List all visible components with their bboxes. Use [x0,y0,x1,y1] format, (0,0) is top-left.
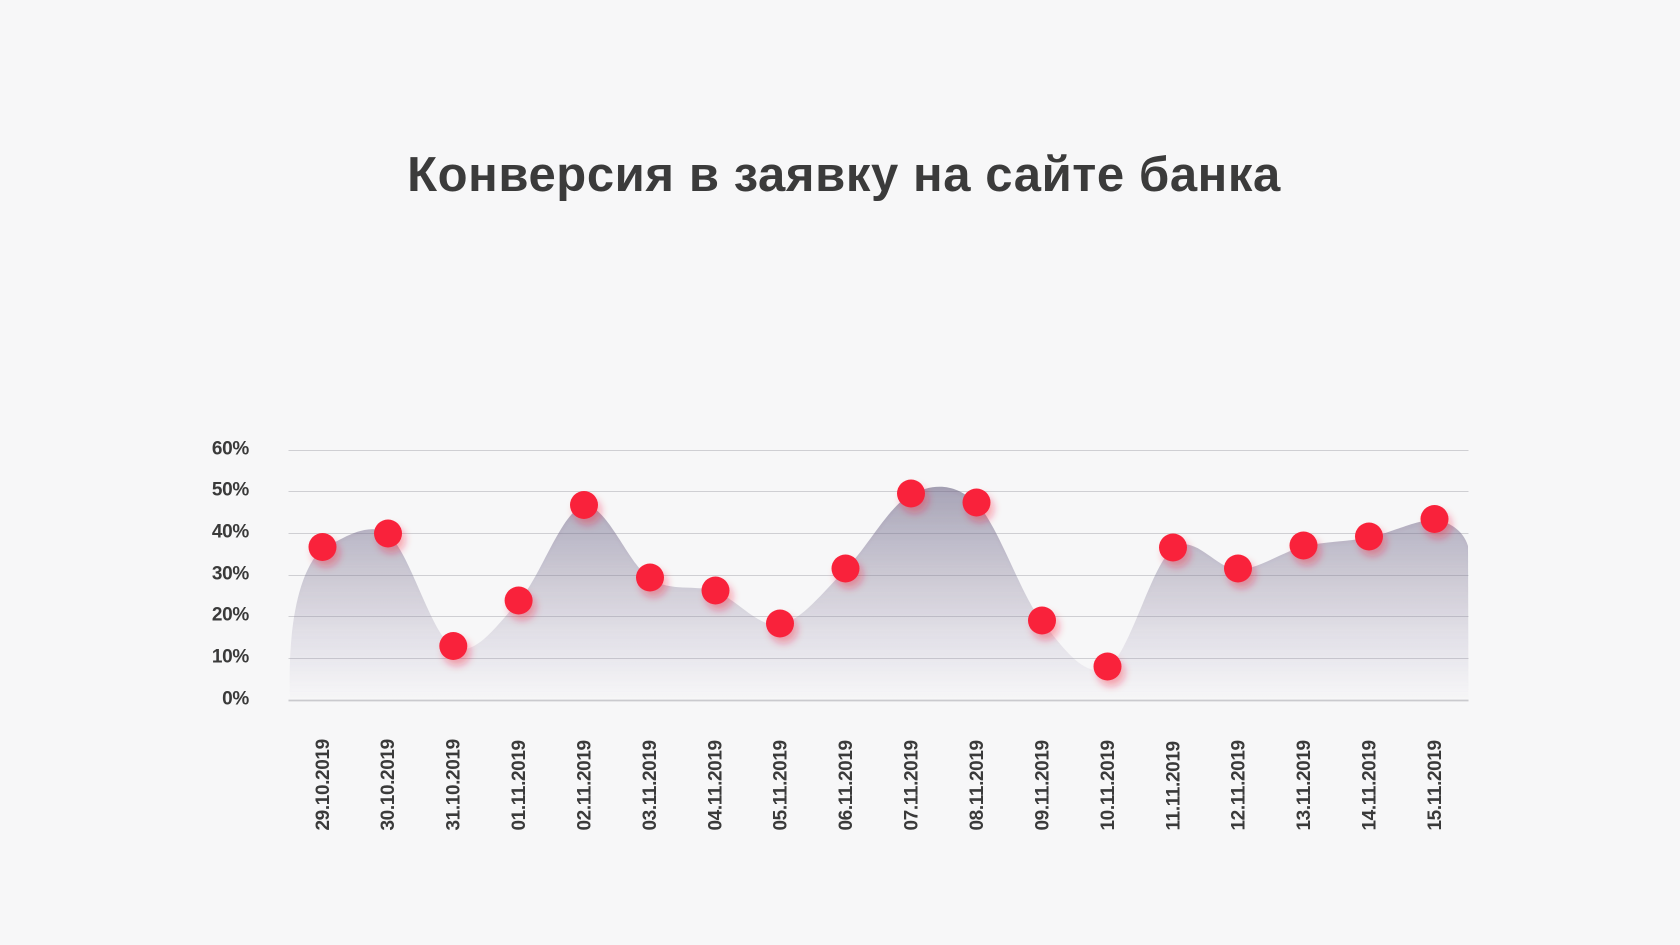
svg-text:30.10.2019: 30.10.2019 [378,739,399,830]
svg-text:02.11.2019: 02.11.2019 [575,740,596,830]
svg-text:07.11.2019: 07.11.2019 [902,740,923,830]
svg-text:05.11.2019: 05.11.2019 [771,740,792,830]
svg-text:29.10.2019: 29.10.2019 [313,739,334,830]
svg-text:10%: 10% [212,646,250,667]
svg-text:10.11.2019: 10.11.2019 [1098,740,1119,830]
svg-text:09.11.2019: 09.11.2019 [1032,740,1053,830]
svg-text:04.11.2019: 04.11.2019 [705,740,726,830]
svg-text:03.11.2019: 03.11.2019 [640,740,661,830]
svg-text:0%: 0% [222,688,249,709]
svg-text:06.11.2019: 06.11.2019 [836,740,857,830]
svg-text:12.11.2019: 12.11.2019 [1229,740,1250,830]
svg-text:14.11.2019: 14.11.2019 [1360,740,1381,830]
svg-text:50%: 50% [212,479,250,500]
svg-text:60%: 60% [212,438,250,459]
svg-text:40%: 40% [212,521,250,542]
svg-text:30%: 30% [212,563,250,584]
svg-text:31.10.2019: 31.10.2019 [444,739,465,830]
svg-text:08.11.2019: 08.11.2019 [967,740,988,830]
svg-text:Конверсия в заявку на сайте ба: Конверсия в заявку на сайте банка [407,148,1281,202]
svg-text:13.11.2019: 13.11.2019 [1294,740,1315,830]
svg-text:11.11.2019: 11.11.2019 [1163,741,1184,830]
svg-text:20%: 20% [212,604,250,625]
svg-text:01.11.2019: 01.11.2019 [509,740,530,830]
svg-text:15.11.2019: 15.11.2019 [1425,740,1446,830]
